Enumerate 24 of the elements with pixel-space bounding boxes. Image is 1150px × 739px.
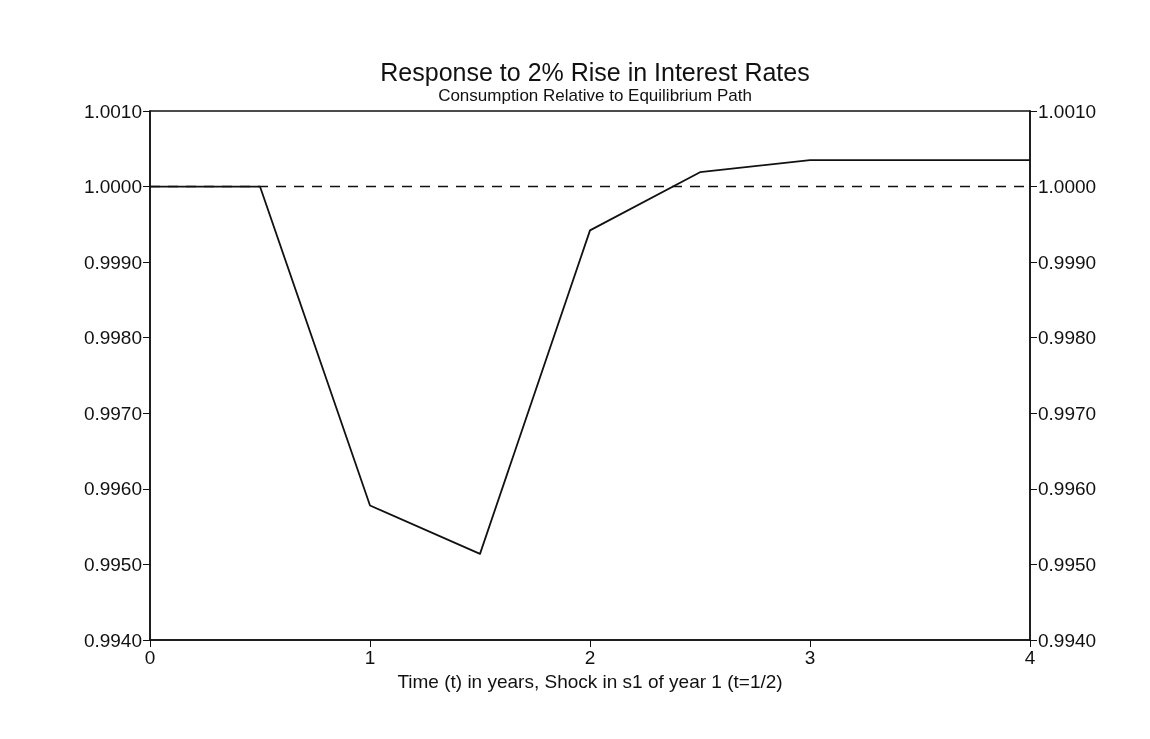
- y-tick-label: 0.9950: [83, 553, 142, 575]
- x-tick-label: 0: [144, 647, 156, 668]
- y2-tick-label: 1.0010: [1038, 100, 1097, 122]
- y2-tick-label: 0.9940: [1038, 629, 1097, 651]
- y2-tick-label: 0.9990: [1038, 251, 1097, 273]
- y2-tick-label: 1.0000: [1038, 176, 1097, 198]
- x-tick-label: 3: [804, 647, 816, 668]
- y2-tick-label: 0.9980: [1038, 327, 1097, 349]
- y-tick-label: 0.9970: [83, 402, 142, 424]
- chart-subtitle: Consumption Relative to Equilibrium Path: [438, 86, 752, 105]
- y-tick-label: 0.9940: [83, 629, 142, 651]
- y-tick-label: 1.0010: [83, 100, 142, 122]
- y2-tick-label: 0.9950: [1038, 553, 1097, 575]
- x-tick-label: 1: [364, 647, 376, 668]
- x-tick-label: 4: [1024, 647, 1036, 668]
- y-tick-label: 0.9990: [83, 251, 142, 273]
- x-axis-title: Time (t) in years, Shock in s1 of year 1 (t=1/2): [397, 671, 783, 692]
- x-tick-label: 2: [584, 647, 596, 668]
- y-tick-label: 0.9980: [83, 327, 142, 349]
- y2-tick-label: 0.9960: [1038, 478, 1097, 500]
- y-tick-label: 1.0000: [83, 176, 142, 198]
- chart-title: Response to 2% Rise in Interest Rates: [380, 57, 810, 86]
- y2-tick-label: 0.9970: [1038, 402, 1097, 424]
- y-tick-label: 0.9960: [83, 478, 142, 500]
